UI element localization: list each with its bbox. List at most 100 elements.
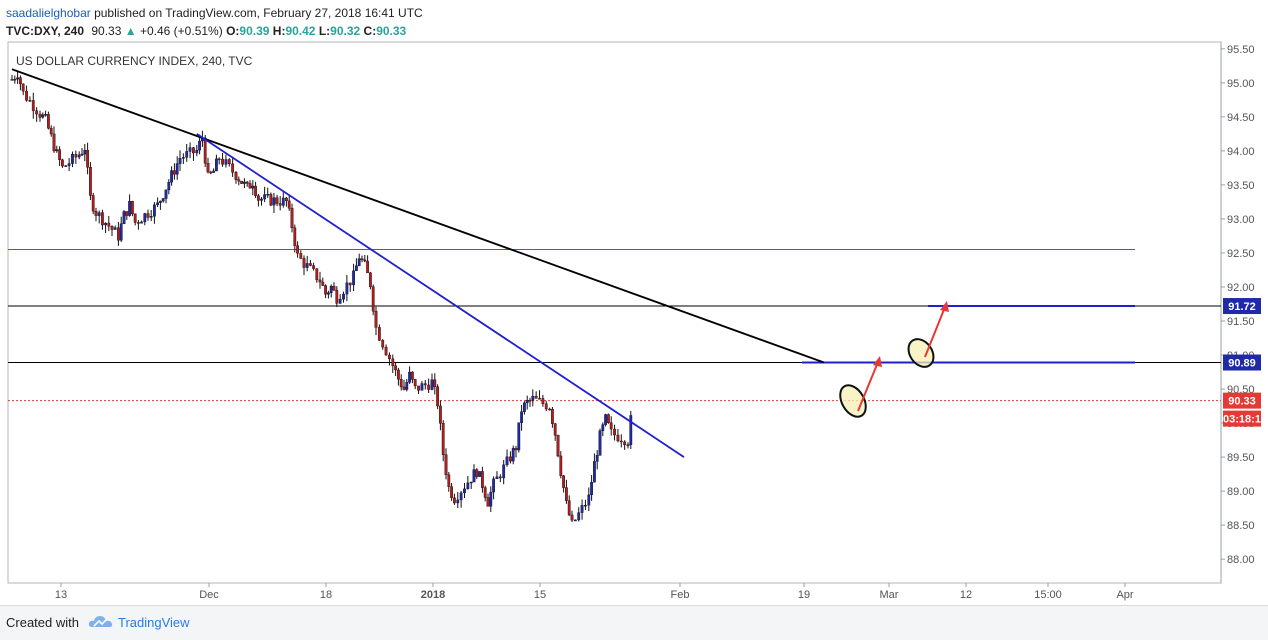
y-tick-label-12: 89.50 bbox=[1227, 452, 1255, 464]
candle-body-176 bbox=[541, 398, 545, 404]
candle-body-193 bbox=[593, 461, 596, 483]
candle-body-145 bbox=[447, 474, 451, 487]
y-tick-label-3: 94.00 bbox=[1227, 146, 1255, 158]
candle-body-44 bbox=[143, 213, 147, 223]
candle-body-40 bbox=[130, 201, 134, 215]
candle-body-23 bbox=[80, 153, 84, 156]
price-label-box-0 bbox=[1223, 298, 1261, 315]
candle-body-151 bbox=[466, 482, 470, 490]
x-tick-label-9: 15:00 bbox=[1034, 589, 1062, 601]
y-tick-label-0: 95.50 bbox=[1227, 44, 1255, 56]
x-tick-label-4: 15 bbox=[534, 589, 546, 601]
candle-body-170 bbox=[523, 402, 526, 412]
candle-body-126 bbox=[391, 358, 395, 366]
candle-body-79 bbox=[248, 183, 252, 189]
candle-body-102 bbox=[318, 279, 322, 283]
candle-body-38 bbox=[125, 211, 129, 216]
candle-body-187 bbox=[573, 519, 577, 522]
candle-body-168 bbox=[517, 422, 521, 451]
candle-body-62 bbox=[198, 140, 201, 151]
trendline-1[interactable] bbox=[196, 133, 685, 458]
candle-body-101 bbox=[315, 268, 319, 281]
candle-body-41 bbox=[133, 213, 137, 223]
candle-body-157 bbox=[483, 487, 487, 498]
horizontal-levels[interactable] bbox=[8, 249, 1221, 402]
candle-body-140 bbox=[433, 379, 437, 387]
candle-body-172 bbox=[528, 399, 532, 402]
candle-body-74 bbox=[234, 172, 238, 180]
candle-body-177 bbox=[544, 403, 548, 410]
chart-title: US DOLLAR CURRENCY INDEX, 240, TVC bbox=[16, 54, 253, 68]
ohlc-line: TVC:DXY, 240 90.33 ▲ +0.46 (+0.51%) O:90… bbox=[6, 22, 423, 40]
candle-body-51 bbox=[164, 189, 168, 199]
candle-body-86 bbox=[269, 193, 273, 206]
candle-body-165 bbox=[509, 456, 512, 462]
plot-area[interactable] bbox=[7, 41, 1222, 584]
candle-body-89 bbox=[278, 203, 282, 206]
candle-body-119 bbox=[369, 272, 372, 287]
candle-body-7 bbox=[31, 100, 35, 111]
candle-body-33 bbox=[110, 226, 114, 230]
candle-body-143 bbox=[441, 423, 445, 455]
candle-body-166 bbox=[511, 448, 515, 462]
candle-body-68 bbox=[214, 158, 218, 172]
candle-body-186 bbox=[570, 514, 574, 521]
open-value: 90.39 bbox=[239, 24, 270, 38]
time-axis[interactable]: 13 Dec 18 2018 15 Feb 19 Mar 12 15:00 Apr bbox=[55, 583, 1134, 601]
candle-body-167 bbox=[514, 448, 518, 451]
trendlines[interactable] bbox=[11, 68, 825, 458]
chart-canvas[interactable]: US DOLLAR CURRENCY INDEX, 240, TVC 95.50… bbox=[0, 0, 1268, 605]
candle-body-65 bbox=[206, 162, 210, 173]
trendline-0[interactable] bbox=[11, 68, 825, 364]
candle-body-18 bbox=[64, 165, 68, 167]
candle-body-64 bbox=[203, 137, 207, 164]
up-arrow-icon: ▲ bbox=[124, 24, 137, 38]
candle-body-198 bbox=[607, 414, 610, 424]
candle-body-156 bbox=[481, 471, 484, 488]
candle-body-105 bbox=[327, 292, 330, 295]
tradingview-link[interactable]: TradingView bbox=[118, 615, 190, 630]
candle-body-61 bbox=[195, 150, 199, 154]
candle-body-72 bbox=[227, 159, 231, 165]
candle-body-124 bbox=[384, 346, 388, 356]
created-with-text: Created with bbox=[6, 615, 79, 630]
candle-body-109 bbox=[338, 298, 342, 304]
candle-body-28 bbox=[94, 210, 98, 216]
candle-body-161 bbox=[495, 476, 499, 480]
target-arrow-1[interactable] bbox=[857, 361, 879, 412]
candle-body-97 bbox=[302, 258, 306, 268]
candle-body-114 bbox=[355, 265, 358, 271]
candle-body-138 bbox=[427, 384, 431, 390]
price-labels: 91.72 90.89 90.33 03:18:1 bbox=[1223, 298, 1261, 427]
candle-body-107 bbox=[332, 285, 336, 291]
candle-body-103 bbox=[321, 281, 325, 286]
y-tick-label-13: 89.00 bbox=[1227, 486, 1255, 498]
candle-body-115 bbox=[357, 258, 361, 266]
tradingview-cloud-icon[interactable] bbox=[88, 613, 114, 634]
candle-body-128 bbox=[397, 369, 400, 380]
breakout-ellipse[interactable] bbox=[835, 381, 871, 421]
candle-body-129 bbox=[399, 379, 403, 388]
candle-body-52 bbox=[167, 182, 171, 191]
x-tick-label-7: Mar bbox=[880, 589, 899, 601]
candle-body-190 bbox=[584, 504, 587, 507]
author-link[interactable]: saadalielghobar bbox=[6, 6, 91, 20]
target-arrow-2[interactable] bbox=[924, 306, 946, 358]
candle-body-199 bbox=[609, 422, 613, 430]
retest-ellipse[interactable] bbox=[903, 334, 938, 371]
price-label-box-2 bbox=[1223, 392, 1261, 409]
candle-body-122 bbox=[377, 327, 381, 341]
target-arrow-1-head bbox=[873, 356, 882, 367]
candle-body-60 bbox=[192, 147, 195, 154]
candle-body-127 bbox=[394, 365, 397, 371]
candle-body-112 bbox=[348, 282, 352, 286]
candle-body-149 bbox=[459, 492, 463, 501]
candle-body-104 bbox=[324, 285, 327, 295]
annotations[interactable] bbox=[835, 301, 949, 421]
candle-body-26 bbox=[88, 167, 92, 196]
candle-body-133 bbox=[411, 371, 414, 380]
x-tick-label-6: 19 bbox=[798, 589, 810, 601]
high-value: 90.42 bbox=[285, 24, 316, 38]
candle-body-14 bbox=[52, 133, 56, 152]
candle-body-35 bbox=[116, 227, 120, 241]
